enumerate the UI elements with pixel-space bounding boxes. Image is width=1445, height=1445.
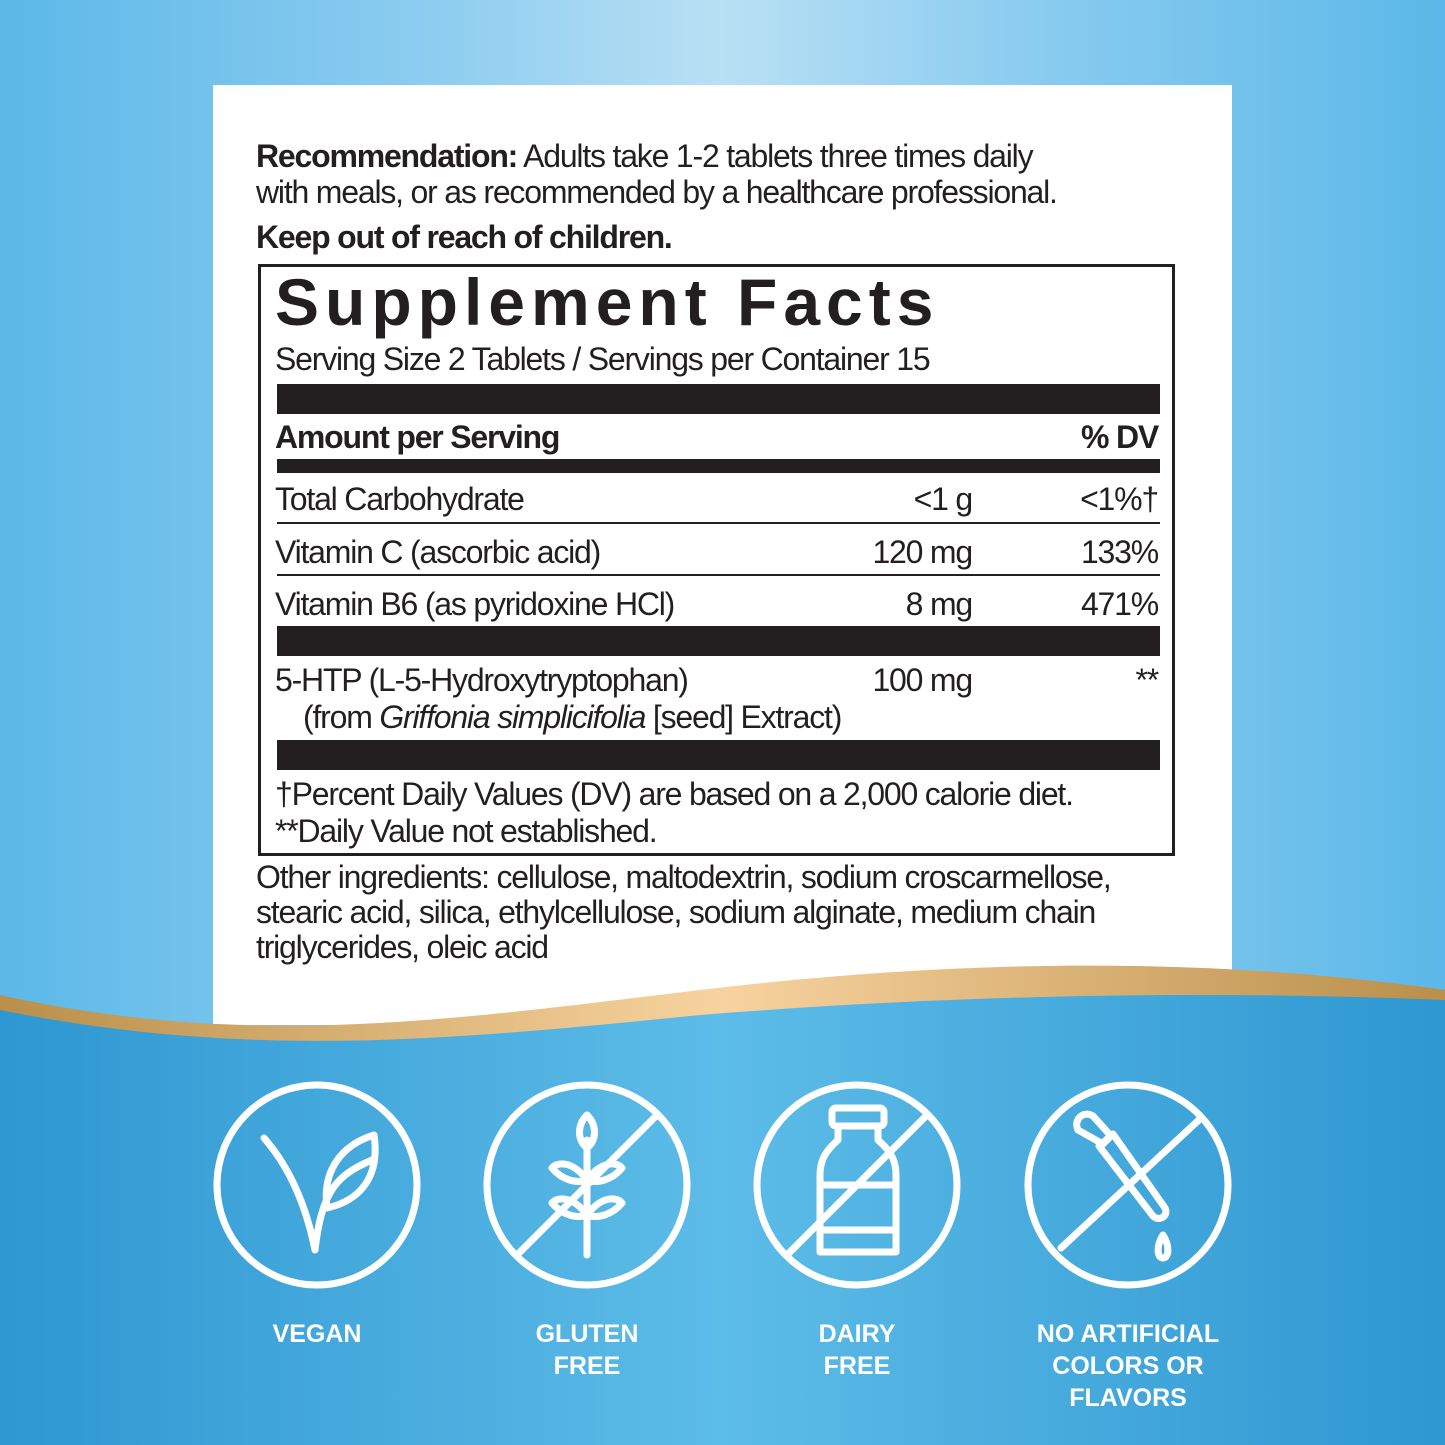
row-amount: <1 g bbox=[913, 481, 974, 517]
label-panel bbox=[213, 85, 1232, 1025]
dv-header: % DV bbox=[1081, 419, 1159, 455]
row-amount: 120 mg bbox=[872, 534, 973, 570]
badge-no-artificial: NO ARTIFICIAL COLORS OR FLAVORS bbox=[1036, 1320, 1220, 1412]
row-amount: 100 mg bbox=[872, 662, 973, 698]
recommendation-line-2: with meals, or as recommended by a healt… bbox=[256, 174, 1058, 210]
facts-title: Supplement Facts bbox=[275, 265, 940, 339]
badge-gluten-free: GLUTEN FREE bbox=[535, 1320, 639, 1380]
footnote-not-established: **Daily Value not established. bbox=[275, 813, 658, 849]
row-dv: <1%† bbox=[1080, 481, 1159, 517]
amount-header: Amount per Serving bbox=[275, 419, 560, 455]
other-ingredients-2: stearic acid, silica, ethylcellulose, so… bbox=[256, 894, 1096, 930]
row-source: (from Griffonia simplicifolia [seed] Ext… bbox=[303, 699, 842, 735]
badge-vegan: VEGAN bbox=[272, 1320, 362, 1348]
serving-size: Serving Size 2 Tablets / Servings per Co… bbox=[275, 341, 931, 377]
row-dv: 133% bbox=[1080, 534, 1159, 570]
row-name: 5-HTP (L-5-Hydroxytryptophan) bbox=[275, 662, 689, 698]
wave-footer bbox=[0, 965, 1445, 1445]
recommendation-line-1: Recommendation: Adults take 1-2 tablets … bbox=[256, 138, 1034, 174]
warning: Keep out of reach of children. bbox=[256, 219, 673, 255]
badge-dairy-free: DAIRY FREE bbox=[818, 1320, 896, 1380]
row-name: Vitamin B6 (as pyridoxine HCl) bbox=[275, 586, 675, 622]
gluten-free-wheat-icon bbox=[483, 1081, 691, 1289]
other-ingredients-1: Other ingredients: cellulose, maltodextr… bbox=[256, 859, 1112, 895]
other-ingredients-3: triglycerides, oleic acid bbox=[256, 929, 549, 965]
supplement-facts-box: Supplement Facts Serving Size 2 Tablets … bbox=[258, 264, 1175, 856]
row-amount: 8 mg bbox=[905, 586, 974, 622]
row-name: Total Carbohydrate bbox=[275, 481, 525, 517]
vegan-leaf-icon bbox=[213, 1081, 421, 1289]
no-artificial-dropper-icon bbox=[1024, 1081, 1232, 1289]
dairy-free-bottle-icon bbox=[753, 1081, 961, 1289]
row-dv: 471% bbox=[1080, 586, 1159, 622]
footnote-dv: †Percent Daily Values (DV) are based on … bbox=[275, 776, 1074, 812]
row-name: Vitamin C (ascorbic acid) bbox=[275, 534, 601, 570]
row-dv: ** bbox=[1135, 662, 1159, 698]
